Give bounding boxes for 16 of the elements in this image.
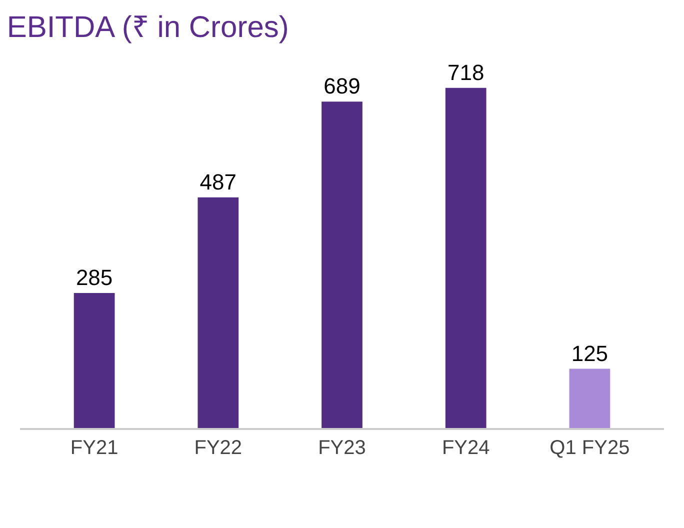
x-tick-label: FY24 bbox=[442, 437, 490, 459]
bar bbox=[198, 197, 239, 428]
bar bbox=[445, 88, 486, 428]
x-tick-label: FY21 bbox=[70, 437, 118, 459]
bar bbox=[569, 368, 610, 428]
x-tick-label: Q1 FY25 bbox=[550, 437, 630, 459]
data-label: 689 bbox=[324, 74, 360, 99]
bar bbox=[74, 293, 115, 428]
x-tick-label: FY22 bbox=[194, 437, 242, 459]
data-label: 718 bbox=[447, 60, 484, 85]
data-label: 125 bbox=[571, 340, 608, 366]
data-label: 285 bbox=[76, 265, 113, 290]
data-label: 487 bbox=[200, 169, 237, 194]
x-tick-label: FY23 bbox=[318, 437, 366, 459]
bar bbox=[322, 102, 362, 428]
chart-title: EBITDA (₹ in Crores) bbox=[6, 10, 289, 44]
